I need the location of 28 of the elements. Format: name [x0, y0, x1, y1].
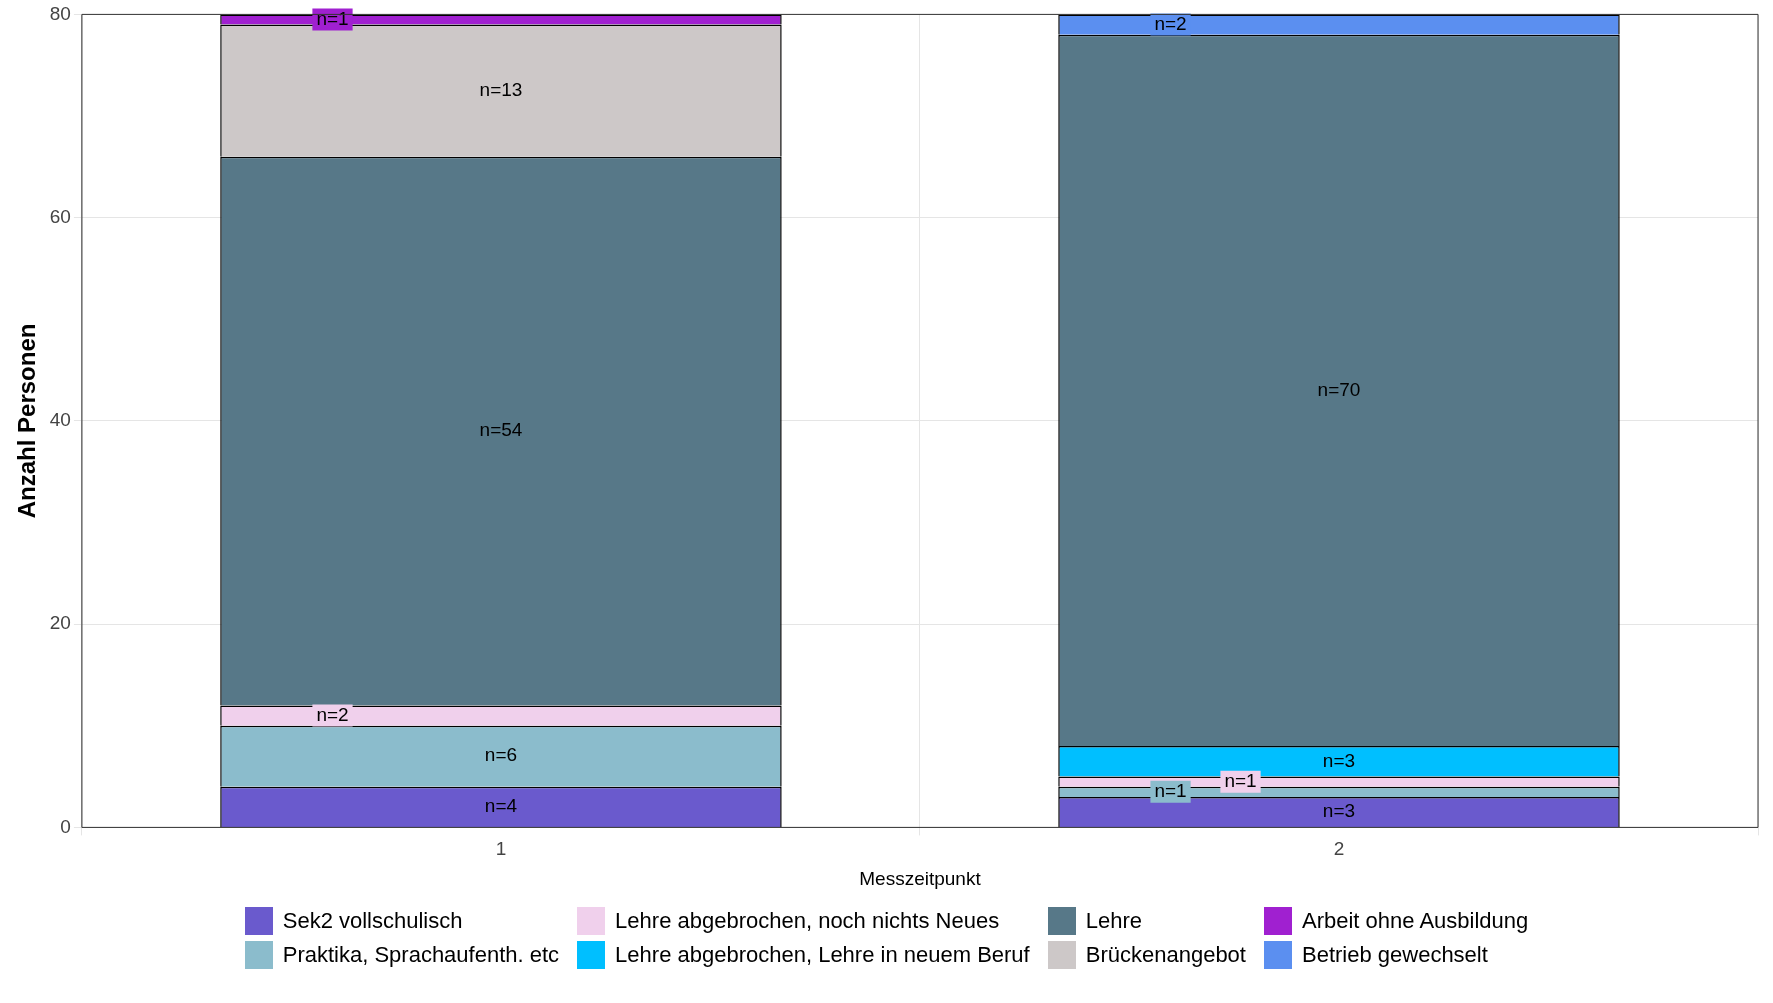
legend-label: Arbeit ohne Ausbildung: [1301, 908, 1529, 934]
data-label: n=2: [316, 703, 349, 725]
data-label: n=6: [484, 744, 518, 766]
legend-label: Praktika, Sprachaufenth. etc: [282, 942, 560, 968]
legend-label: Lehre abgebrochen, noch nichts Neues: [615, 908, 1000, 934]
data-label: n=3: [1322, 749, 1356, 771]
data-label: n=70: [1317, 378, 1361, 400]
y-tick-label: 20: [49, 612, 71, 634]
y-tick-label: 0: [60, 815, 71, 837]
data-label: n=1: [1154, 780, 1187, 802]
legend-label: Brückenangebot: [1085, 942, 1246, 968]
data-label: n=54: [479, 419, 523, 441]
y-tick-label: 80: [49, 2, 71, 24]
y-axis-title: Anzahl Personen: [13, 323, 41, 519]
legend-label: Sek2 vollschulisch: [282, 908, 463, 934]
legend-label: Betrieb gewechselt: [1301, 942, 1488, 968]
data-label: n=2: [1154, 12, 1187, 34]
y-tick-label: 60: [49, 205, 71, 227]
x-tick-label: 1: [495, 838, 507, 860]
data-label: n=1: [1224, 769, 1257, 791]
x-tick-label: 2: [1333, 838, 1345, 860]
y-tick-label: 40: [49, 409, 71, 431]
data-label: n=4: [484, 795, 518, 817]
data-label: n=13: [479, 78, 523, 100]
legend-label: Lehre abgebrochen, Lehre in neuem Beruf: [615, 942, 1030, 968]
x-axis-title: Messzeitpunkt: [859, 867, 982, 889]
legend-label: Lehre: [1085, 908, 1143, 934]
data-label: n=3: [1322, 800, 1356, 822]
